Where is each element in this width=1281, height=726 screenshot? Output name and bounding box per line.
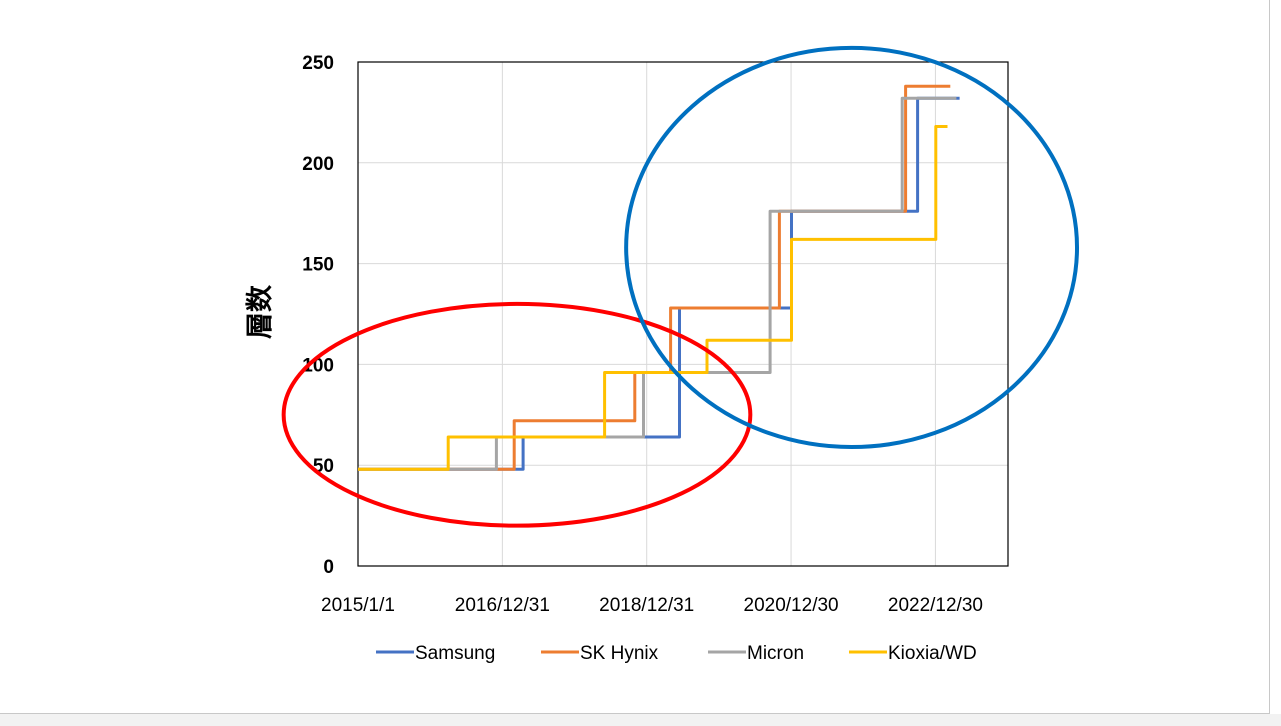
legend: Samsung SK Hynix Micron Kioxia/WD: [376, 643, 977, 664]
series-line-sk-hynix: [358, 84, 951, 471]
y-tick-label: 200: [302, 154, 334, 175]
y-axis-ticks: 0 50 100 150 200 250: [302, 53, 334, 578]
legend-label: Micron: [747, 643, 804, 664]
legend-label: Samsung: [415, 643, 495, 664]
series-lines: [358, 84, 960, 471]
y-tick-label: 50: [313, 456, 334, 477]
red-highlight-ellipse: [281, 301, 753, 528]
x-tick-label: 2015/1/1: [321, 595, 395, 616]
series-line-micron: [358, 96, 957, 471]
x-tick-label: 2016/12/31: [455, 595, 550, 616]
y-tick-label: 150: [302, 255, 334, 276]
chart-frame: [0, 0, 1270, 714]
y-tick-label: 0: [323, 557, 334, 578]
legend-label: Kioxia/WD: [888, 643, 977, 664]
legend-label: SK Hynix: [580, 643, 659, 664]
x-axis-ticks: 2015/1/1 2016/12/31 2018/12/31 2020/12/30 20…: [321, 595, 983, 616]
x-tick-label: 2022/12/30: [888, 595, 983, 616]
window-bottom-strip: [0, 714, 1281, 726]
y-tick-label: 100: [302, 355, 334, 376]
x-tick-label: 2018/12/31: [599, 595, 694, 616]
x-tick-label: 2020/12/30: [744, 595, 839, 616]
y-axis-label: 層数: [245, 284, 275, 339]
gridlines: [358, 61, 1008, 567]
y-tick-label: 250: [302, 53, 334, 74]
plot-area-border: [357, 61, 1009, 567]
series-line-samsung: [358, 96, 960, 471]
blue-highlight-ellipse: [624, 45, 1080, 450]
highlight-ellipses: [281, 45, 1080, 528]
series-line-kioxia-wd: [358, 125, 948, 471]
